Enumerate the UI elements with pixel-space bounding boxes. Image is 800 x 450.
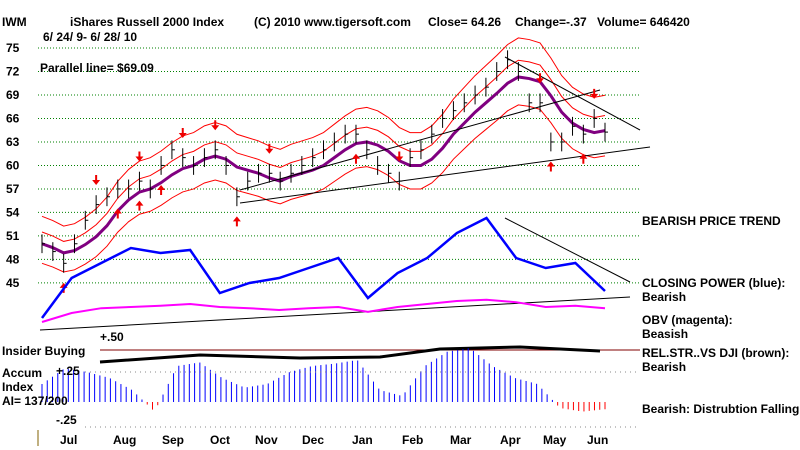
cp-support-trendline: [39, 296, 631, 331]
y-tick-label: 69: [6, 88, 20, 102]
moving-average: [41, 75, 606, 255]
x-tick-label: Mar: [450, 433, 472, 447]
y-tick-label: 63: [6, 135, 20, 149]
channel-trendline: [239, 89, 601, 191]
insider-buying-label: Insider Buying: [2, 344, 86, 358]
obv-line: [41, 298, 606, 323]
plus25-label: +.25: [56, 364, 80, 378]
x-tick-label: Oct: [210, 433, 230, 447]
cp-resistance-trendline: [504, 217, 631, 283]
x-tick-label: Feb: [402, 433, 423, 447]
sell-arrow-icon: [135, 151, 144, 162]
sell-arrow-icon: [265, 143, 274, 154]
buy-arrow-icon: [546, 161, 555, 172]
buy-arrow-icon: [579, 153, 588, 164]
buy-arrow-icon: [135, 200, 144, 211]
x-tick-label: Jul: [60, 433, 77, 447]
closing-power-label: CLOSING POWER (blue):: [642, 276, 786, 290]
lower-band: [41, 104, 606, 273]
obv-state: Beasish: [642, 327, 689, 341]
y-tick-label: 51: [6, 229, 20, 243]
ai-label: AI= 137/200: [2, 394, 68, 408]
accum-label: Accum: [2, 366, 43, 380]
x-tick-label: Jan: [352, 433, 373, 447]
resistance-trendline: [504, 56, 641, 131]
relstr-line: [99, 345, 601, 364]
index-label: Index: [2, 380, 34, 394]
parallel-line: Parallel line= $69.09: [40, 61, 154, 75]
sell-arrow-icon: [92, 175, 101, 186]
y-tick-label: 48: [6, 252, 20, 266]
copyright: (C) 2010 www.tigersoft.com: [254, 15, 411, 29]
sell-arrow-icon: [395, 151, 404, 162]
y-tick-label: 60: [6, 158, 20, 172]
buy-arrow-icon: [351, 153, 360, 164]
minus25-label: -.25: [56, 413, 77, 427]
relstr-label: REL.STR..VS DJI (brown):: [642, 346, 790, 360]
y-tick-label: 66: [6, 111, 20, 125]
y-tick-label: 54: [6, 205, 20, 219]
price-trend-label: BEARISH PRICE TREND: [642, 214, 781, 228]
sell-arrow-icon: [590, 88, 599, 99]
buy-arrow-icon: [113, 208, 122, 219]
x-tick-label: Aug: [113, 433, 136, 447]
date-range: 6/ 24/ 9- 6/ 28/ 10: [43, 30, 138, 44]
upper-band: [41, 37, 606, 227]
plus50-label: +.50: [100, 330, 124, 344]
y-tick-label: 72: [6, 64, 20, 78]
sell-arrow-icon: [211, 120, 220, 131]
chart-title: iShares Russell 2000 Index: [70, 15, 225, 29]
x-tick-label: Jun: [587, 433, 608, 447]
relstr-state: Bearish: [642, 360, 687, 374]
sell-arrow-icon: [536, 73, 545, 84]
buy-arrow-icon: [232, 216, 241, 227]
y-tick-label: 75: [6, 41, 20, 55]
close-value: Close= 64.26: [428, 15, 502, 29]
ai-state: Bearish: Distrubtion Falling.: [642, 402, 800, 416]
y-tick-label: 45: [6, 276, 20, 290]
obv-label: OBV (magenta):: [642, 313, 733, 327]
closing-power-state: Bearish: [642, 290, 687, 304]
x-tick-label: Sep: [162, 433, 184, 447]
x-tick-label: Dec: [302, 433, 324, 447]
change-value: Change=-.37: [515, 15, 587, 29]
closing-power-line: [40, 216, 606, 319]
x-tick-label: May: [543, 433, 567, 447]
x-tick-label: Nov: [255, 433, 278, 447]
sell-arrow-icon: [178, 128, 187, 139]
x-tick-label: Apr: [500, 433, 521, 447]
ticker: IWM: [2, 15, 27, 29]
volume-value: Volume= 646420: [597, 15, 690, 29]
y-tick-label: 57: [6, 182, 20, 196]
buy-arrow-icon: [157, 185, 166, 196]
support-trendline: [239, 146, 651, 204]
